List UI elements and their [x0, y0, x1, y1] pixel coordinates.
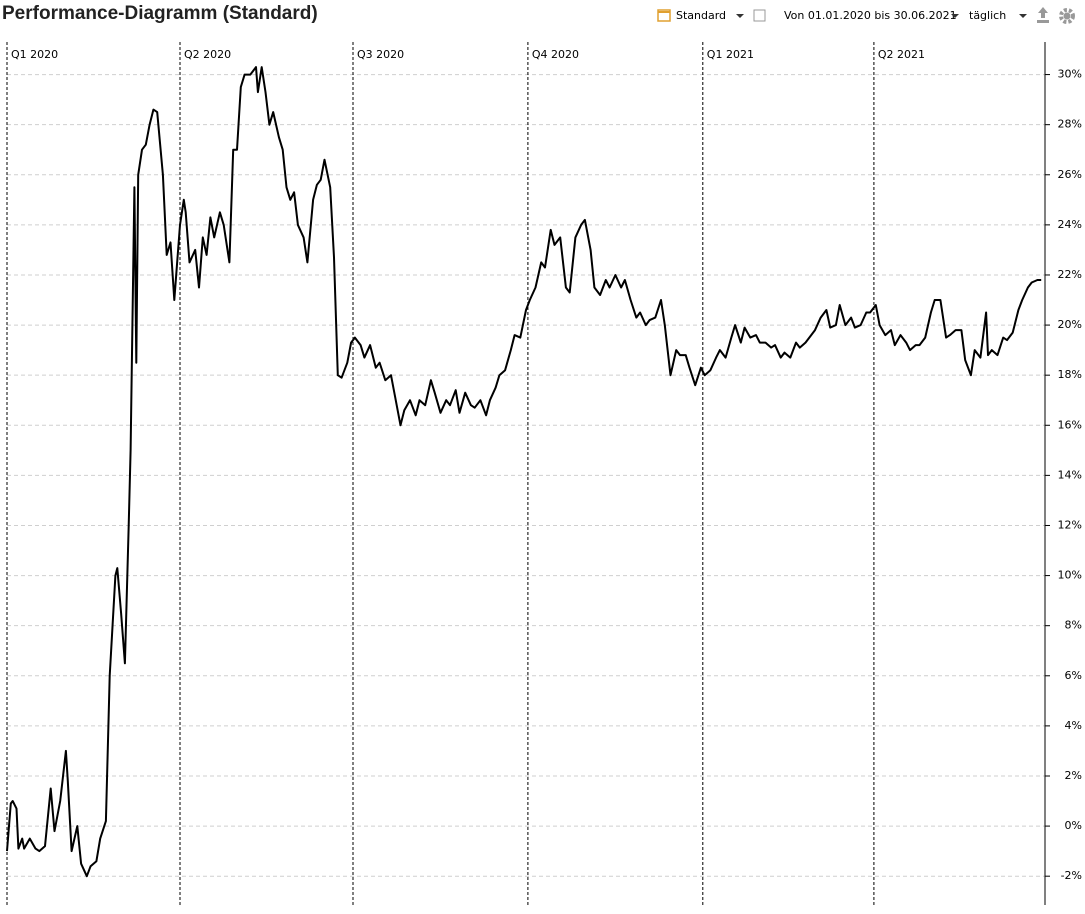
range-dropdown-arrow[interactable]	[951, 14, 959, 18]
y-tick-label: 24%	[1058, 218, 1082, 231]
x-tick-label: Q2 2020	[184, 48, 231, 61]
x-tick-label: Q1 2021	[707, 48, 754, 61]
view-icon	[657, 9, 671, 22]
interval-dropdown-arrow[interactable]	[1019, 14, 1027, 18]
y-tick-label: 8%	[1065, 619, 1082, 632]
y-tick-label: 26%	[1058, 168, 1082, 181]
y-tick-label: 22%	[1058, 268, 1082, 281]
y-tick-label: 16%	[1058, 418, 1082, 431]
x-tick-label: Q4 2020	[532, 48, 579, 61]
x-tick-label: Q1 2020	[11, 48, 58, 61]
x-tick-label: Q2 2021	[878, 48, 925, 61]
chart-title: Performance-Diagramm (Standard)	[2, 3, 318, 24]
y-tick-label: 14%	[1058, 468, 1082, 481]
plot-area: -2% 0% 2% 4% 6% 8% 10% 12% 14% 16% 18% 20% 22% 24% 26%…	[6, 42, 1082, 905]
toolbar: Standard Von 01.01.2020 bis 30.06.2021 t…	[657, 7, 1075, 24]
y-tick-label: -2%	[1061, 869, 1082, 882]
y-tick-label: 18%	[1058, 368, 1082, 381]
y-tick-label: 0%	[1065, 819, 1082, 832]
range-icon[interactable]	[753, 9, 766, 22]
y-tick-label: 30%	[1058, 68, 1082, 81]
y-tick-label: 20%	[1058, 318, 1082, 331]
performance-line	[6, 66, 1042, 878]
x-tick-label: Q3 2020	[357, 48, 404, 61]
range-select[interactable]: Von 01.01.2020 bis 30.06.2021	[784, 9, 957, 22]
y-tick-label: 28%	[1058, 118, 1082, 131]
y-tick-label: 6%	[1065, 669, 1082, 682]
interval-select[interactable]: täglich	[969, 9, 1006, 22]
export-button[interactable]	[1037, 7, 1049, 23]
view-dropdown-arrow[interactable]	[736, 14, 744, 18]
view-select[interactable]: Standard	[676, 9, 726, 22]
y-tick-label: 2%	[1065, 769, 1082, 782]
settings-button[interactable]	[1059, 8, 1075, 24]
y-tick-label: 10%	[1058, 569, 1082, 582]
y-tick-label: 12%	[1058, 518, 1082, 531]
y-tick-label: 4%	[1065, 719, 1082, 732]
settings-button-core[interactable]	[1063, 12, 1071, 20]
